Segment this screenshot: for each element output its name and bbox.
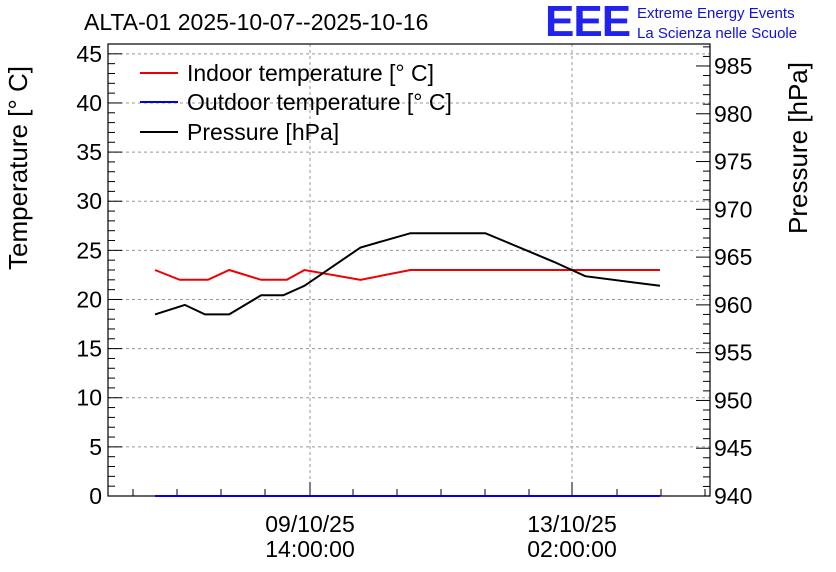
logo-line-2: La Scienza nelle Scuole [637, 25, 798, 42]
legend-label-1: Indoor temperature [° C] [187, 60, 434, 86]
y-right-tick-label: 960 [714, 292, 752, 318]
y-right-tick-label: 970 [714, 196, 752, 222]
y-left-tick-label: 20 [76, 286, 102, 312]
y-right-tick-label: 955 [714, 340, 752, 366]
y-left-tick-label: 15 [76, 336, 102, 362]
y-right-tick-label: 950 [714, 387, 752, 413]
y-left-tick-label: 10 [76, 385, 102, 411]
y-right-tick-label: 940 [714, 483, 752, 509]
y-left-tick-label: 25 [76, 237, 102, 263]
y-left-tick-label: 0 [89, 483, 102, 509]
x-tick-label-date: 13/10/25 [527, 511, 617, 537]
series-line-3 [154, 232, 661, 316]
eee-logo-text: Extreme Energy Events La Scienza nelle S… [637, 4, 797, 44]
y-left-tick-label: 5 [89, 434, 102, 460]
logo-line-1: Extreme Energy Events [637, 5, 795, 22]
series-line-1 [154, 268, 660, 281]
y-left-tick-label: 40 [76, 90, 102, 116]
y-left-tick-label: 45 [76, 41, 102, 67]
y-left-tick-label: 35 [76, 139, 102, 165]
y-right-tick-label: 965 [714, 244, 752, 270]
eee-logo-mark: EEE [545, 0, 631, 46]
chart-title: ALTA-01 2025-10-07--2025-10-16 [84, 9, 429, 35]
y-left-tick-label: 30 [76, 188, 102, 214]
y-right-tick-label: 980 [714, 101, 752, 127]
legend-label-3: Pressure [hPa] [187, 119, 339, 145]
x-tick-label-date: 09/10/25 [265, 511, 355, 537]
y-right-tick-label: 945 [714, 435, 752, 461]
y-right-tick-label: 975 [714, 149, 752, 175]
y-right-tick-label: 985 [714, 53, 752, 79]
legend-label-2: Outdoor temperature [° C] [187, 89, 452, 115]
x-tick-label-time: 02:00:00 [527, 536, 617, 562]
x-tick-label-time: 14:00:00 [265, 536, 355, 562]
